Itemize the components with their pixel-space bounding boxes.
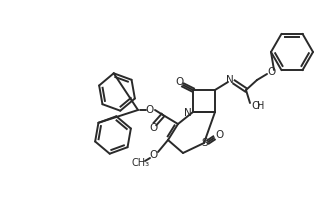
- Text: O: O: [149, 150, 157, 160]
- Text: O: O: [216, 130, 224, 140]
- Text: S: S: [202, 138, 208, 148]
- Text: N: N: [226, 75, 234, 85]
- Text: O: O: [175, 77, 183, 87]
- Text: O: O: [149, 123, 157, 133]
- Text: O: O: [145, 105, 153, 115]
- Text: O: O: [251, 101, 259, 111]
- Text: N: N: [184, 108, 192, 118]
- Text: O: O: [267, 67, 275, 77]
- Text: CH₃: CH₃: [132, 158, 150, 168]
- Text: H: H: [257, 101, 265, 111]
